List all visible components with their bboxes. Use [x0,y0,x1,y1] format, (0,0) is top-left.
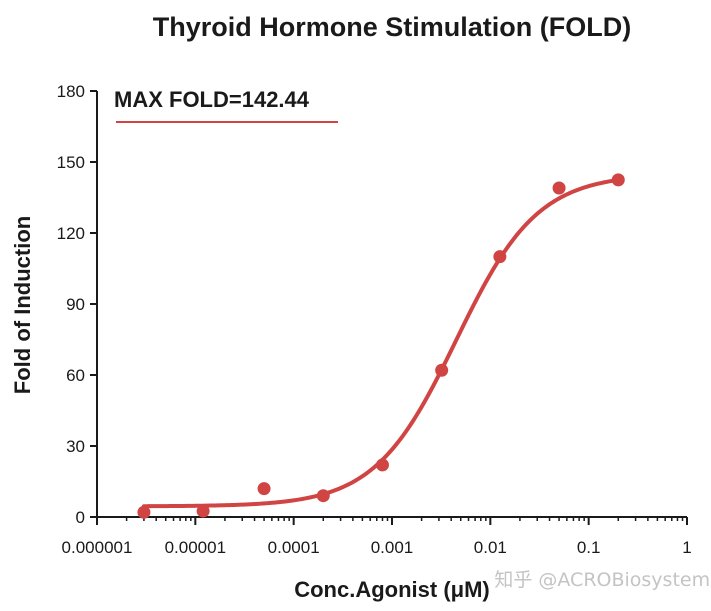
y-tick-label: 30 [66,437,85,456]
y-tick-label: 120 [57,224,85,243]
max-fold-annotation: MAX FOLD=142.44 [114,87,310,112]
data-point [137,505,151,519]
y-tick-label: 180 [57,82,85,101]
data-point [196,504,210,518]
data-point [375,458,389,472]
data-point [435,363,449,377]
x-axis-label: Conc.Agonist (μM) [294,577,490,602]
y-tick-label: 0 [76,508,85,527]
chart-title: Thyroid Hormone Stimulation (FOLD) [153,12,631,42]
x-tick-label: 1 [682,538,691,557]
x-axis: 0.000001 0.00001 0.0001 0.001 0.01 0.1 1 [62,516,692,557]
y-tick-label: 90 [66,295,85,314]
x-tick-label: 0.001 [371,538,414,557]
data-point [493,250,507,264]
data-point [611,173,625,187]
x-tick-label: 0.00001 [165,538,226,557]
y-tick-label: 150 [57,153,85,172]
fit-curve [141,177,621,509]
y-axis: 0 30 60 90 120 150 180 [57,82,98,527]
x-tick-label: 0.0001 [268,538,320,557]
y-tick-label: 60 [66,366,85,385]
data-point [552,181,566,195]
y-axis-label: Fold of Induction [10,216,35,394]
data-points [137,173,625,519]
data-point [257,482,271,496]
data-point [316,489,330,503]
x-tick-label: 0.000001 [62,538,133,557]
watermark-text: 知乎 @ACROBiosystems [494,569,711,591]
x-tick-label: 0.01 [474,538,507,557]
x-tick-label: 0.1 [577,538,601,557]
